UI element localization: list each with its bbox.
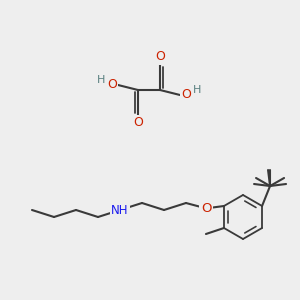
Text: O: O <box>107 79 117 92</box>
Text: O: O <box>181 88 191 101</box>
Text: NH: NH <box>111 203 129 217</box>
Text: H: H <box>97 75 105 85</box>
Text: H: H <box>193 85 201 95</box>
Text: O: O <box>133 116 143 130</box>
Text: O: O <box>201 202 211 214</box>
Text: O: O <box>155 50 165 64</box>
